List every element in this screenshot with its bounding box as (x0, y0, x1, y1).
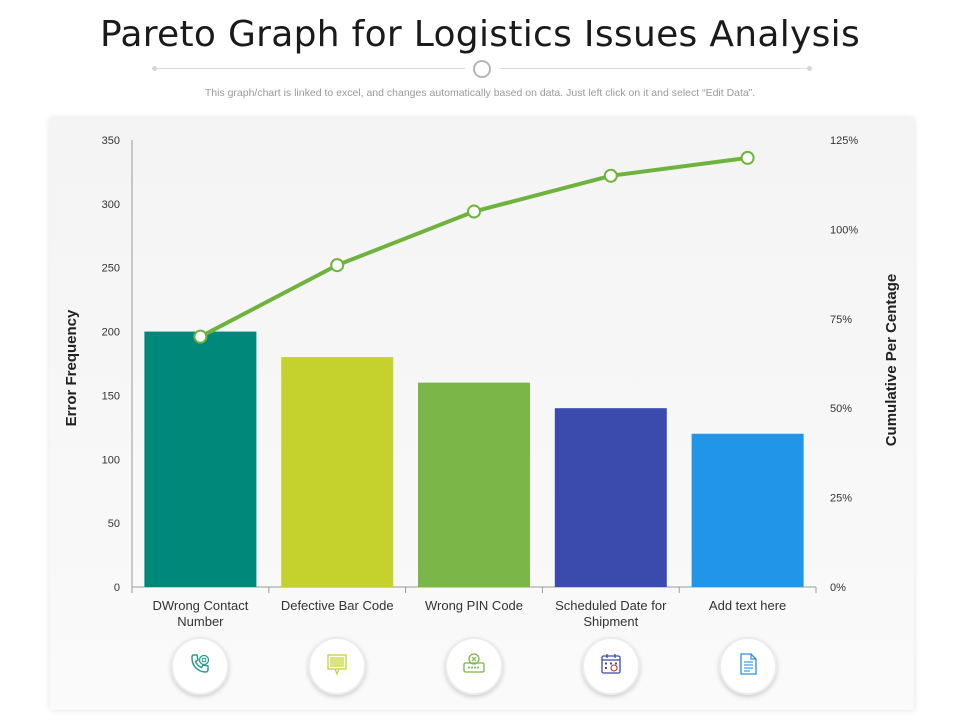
y-tick-label: 50 (108, 518, 120, 530)
cumulative-line (199, 155, 748, 339)
y2-tick-label: 75% (830, 314, 852, 326)
cumulative-point (740, 150, 755, 165)
x-category-label: Shipment (583, 614, 638, 629)
y-tick-label: 0 (114, 582, 120, 594)
title-divider-right (499, 68, 809, 69)
calendar-icon (598, 651, 624, 682)
bar (281, 357, 394, 587)
barcode-icon-badge (308, 637, 367, 695)
y2-tick-label: 0% (830, 582, 846, 594)
y-tick-label: 100 (102, 454, 120, 466)
x-category-label: Defective Bar Code (281, 598, 394, 613)
subtitle: This graph/chart is linked to excel, and… (204, 87, 756, 99)
phone-icon-badge (171, 637, 230, 695)
cumulative-point (330, 258, 345, 273)
y-tick-label: 350 (102, 135, 120, 147)
cumulative-line-group (193, 150, 755, 344)
bars-group (144, 331, 804, 587)
y2-axis-title: Cumulative Per Centage (883, 274, 900, 447)
cumulative-point (603, 168, 618, 183)
y-tick-label: 200 (102, 327, 120, 339)
divider-dot-right (807, 66, 812, 71)
y-tick-label: 250 (102, 263, 120, 275)
document-icon (735, 651, 761, 682)
y-tick-label: 150 (102, 390, 120, 402)
bar (144, 331, 257, 587)
x-category-label: Add text here (709, 598, 786, 613)
cumulative-point (193, 329, 208, 344)
bar (554, 408, 667, 587)
x-category-label: Wrong PIN Code (425, 598, 523, 613)
y2-tick-label: 50% (830, 403, 852, 415)
document-icon-badge (718, 637, 777, 695)
pin-code-icon (461, 651, 487, 682)
labels-group: 0 50 100 150 200 250 300 350 0% 25% 50% 75% 100% 125%… (102, 135, 859, 629)
x-category-label: Scheduled Date for (555, 598, 667, 613)
page-title: Pareto Graph for Logistics Issues Analys… (99, 14, 861, 55)
x-category-label: DWrong Contact (152, 598, 248, 613)
title-divider-left (155, 68, 465, 69)
cumulative-point (467, 204, 481, 219)
phone-icon (187, 651, 213, 682)
bar (418, 382, 530, 587)
y2-tick-label: 25% (830, 493, 852, 505)
y-tick-label: 300 (102, 199, 120, 211)
barcode-icon (324, 651, 350, 682)
pin-code-icon-badge (445, 637, 503, 695)
calendar-icon-badge (581, 637, 640, 695)
bar (691, 433, 804, 587)
divider-ring (473, 60, 491, 78)
y2-tick-label: 100% (830, 224, 858, 236)
y2-tick-label: 125% (830, 135, 858, 147)
x-category-label: Number (177, 614, 224, 629)
divider-dot-left (152, 66, 157, 71)
y-axis-title: Error Frequency (63, 309, 80, 426)
